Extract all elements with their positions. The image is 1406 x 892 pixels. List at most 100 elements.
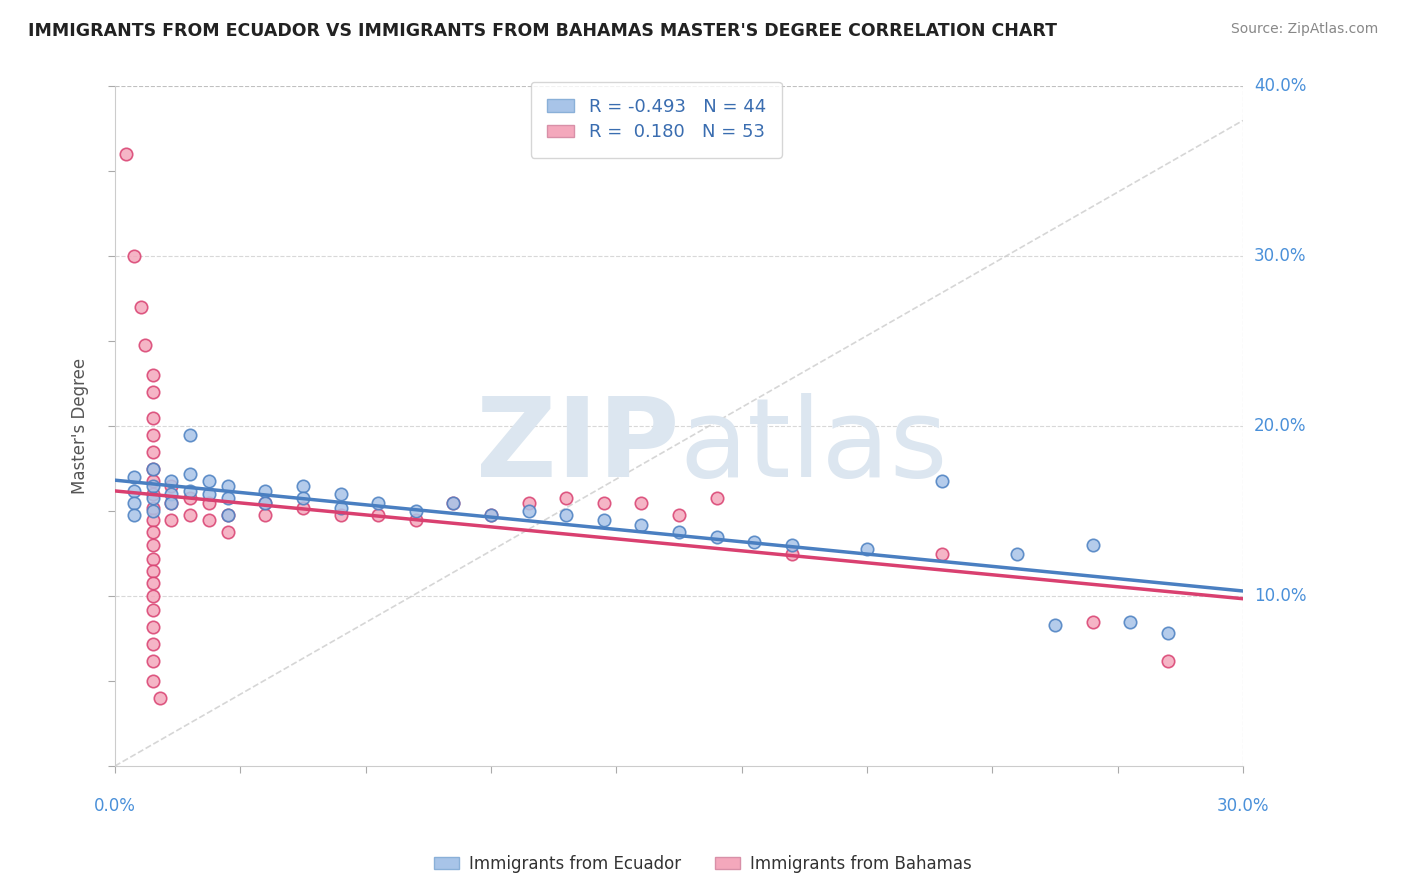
Y-axis label: Master's Degree: Master's Degree	[72, 359, 89, 494]
Text: Source: ZipAtlas.com: Source: ZipAtlas.com	[1230, 22, 1378, 37]
Point	[1007, 547, 1029, 561]
Point	[367, 508, 389, 522]
Point	[129, 301, 152, 315]
Point	[217, 508, 239, 522]
Point	[706, 491, 728, 505]
Text: IMMIGRANTS FROM ECUADOR VS IMMIGRANTS FROM BAHAMAS MASTER'S DEGREE CORRELATION C: IMMIGRANTS FROM ECUADOR VS IMMIGRANTS FR…	[28, 22, 1057, 40]
Point	[329, 500, 352, 515]
Point	[1157, 654, 1180, 668]
Point	[479, 508, 502, 522]
Point	[706, 530, 728, 544]
Point	[630, 496, 652, 510]
Point	[198, 487, 221, 501]
Point	[122, 508, 145, 522]
Point	[141, 551, 163, 566]
Text: 30.0%: 30.0%	[1254, 247, 1306, 265]
Point	[217, 491, 239, 505]
Point	[291, 491, 314, 505]
Point	[141, 410, 163, 425]
Point	[179, 508, 201, 522]
Point	[141, 575, 163, 590]
Point	[122, 496, 145, 510]
Point	[160, 513, 183, 527]
Point	[931, 547, 953, 561]
Point	[160, 478, 183, 492]
Point	[134, 337, 156, 351]
Point	[141, 674, 163, 689]
Legend: Immigrants from Ecuador, Immigrants from Bahamas: Immigrants from Ecuador, Immigrants from…	[427, 848, 979, 880]
Point	[141, 385, 163, 400]
Point	[141, 444, 163, 458]
Point	[198, 496, 221, 510]
Point	[198, 513, 221, 527]
Point	[405, 504, 427, 518]
Legend: R = -0.493   N = 44, R =  0.180   N = 53: R = -0.493 N = 44, R = 0.180 N = 53	[531, 82, 782, 158]
Text: 30.0%: 30.0%	[1216, 797, 1270, 814]
Point	[160, 496, 183, 510]
Point	[291, 500, 314, 515]
Point	[254, 508, 277, 522]
Text: atlas: atlas	[679, 393, 948, 500]
Text: 10.0%: 10.0%	[1254, 587, 1306, 605]
Point	[217, 508, 239, 522]
Point	[329, 487, 352, 501]
Point	[141, 524, 163, 539]
Point	[217, 524, 239, 539]
Point	[254, 496, 277, 510]
Point	[141, 461, 163, 475]
Point	[405, 513, 427, 527]
Point	[179, 491, 201, 505]
Point	[122, 483, 145, 498]
Point	[141, 487, 163, 501]
Point	[291, 478, 314, 492]
Text: 40.0%: 40.0%	[1254, 78, 1306, 95]
Point	[141, 654, 163, 668]
Point	[1119, 615, 1142, 629]
Point	[141, 478, 163, 492]
Point	[122, 470, 145, 484]
Point	[141, 461, 163, 475]
Point	[122, 249, 145, 263]
Point	[931, 474, 953, 488]
Point	[217, 478, 239, 492]
Point	[555, 508, 578, 522]
Point	[141, 538, 163, 552]
Text: ZIP: ZIP	[475, 393, 679, 500]
Point	[555, 491, 578, 505]
Point	[254, 496, 277, 510]
Point	[141, 491, 163, 505]
Point	[367, 496, 389, 510]
Point	[856, 541, 879, 556]
Point	[141, 474, 163, 488]
Point	[141, 620, 163, 634]
Point	[441, 496, 464, 510]
Point	[1081, 538, 1104, 552]
Point	[1043, 618, 1066, 632]
Point	[630, 517, 652, 532]
Point	[198, 474, 221, 488]
Point	[141, 513, 163, 527]
Point	[141, 427, 163, 442]
Point	[141, 637, 163, 651]
Point	[160, 487, 183, 501]
Point	[149, 691, 172, 706]
Point	[254, 483, 277, 498]
Point	[329, 508, 352, 522]
Point	[141, 368, 163, 383]
Point	[517, 504, 540, 518]
Point	[179, 483, 201, 498]
Point	[141, 500, 163, 515]
Point	[1081, 615, 1104, 629]
Point	[780, 538, 803, 552]
Point	[592, 513, 614, 527]
Point	[141, 564, 163, 578]
Point	[780, 547, 803, 561]
Point	[668, 524, 690, 539]
Point	[479, 508, 502, 522]
Text: 20.0%: 20.0%	[1254, 417, 1306, 435]
Point	[115, 147, 138, 161]
Point	[592, 496, 614, 510]
Point	[141, 603, 163, 617]
Point	[179, 427, 201, 442]
Point	[668, 508, 690, 522]
